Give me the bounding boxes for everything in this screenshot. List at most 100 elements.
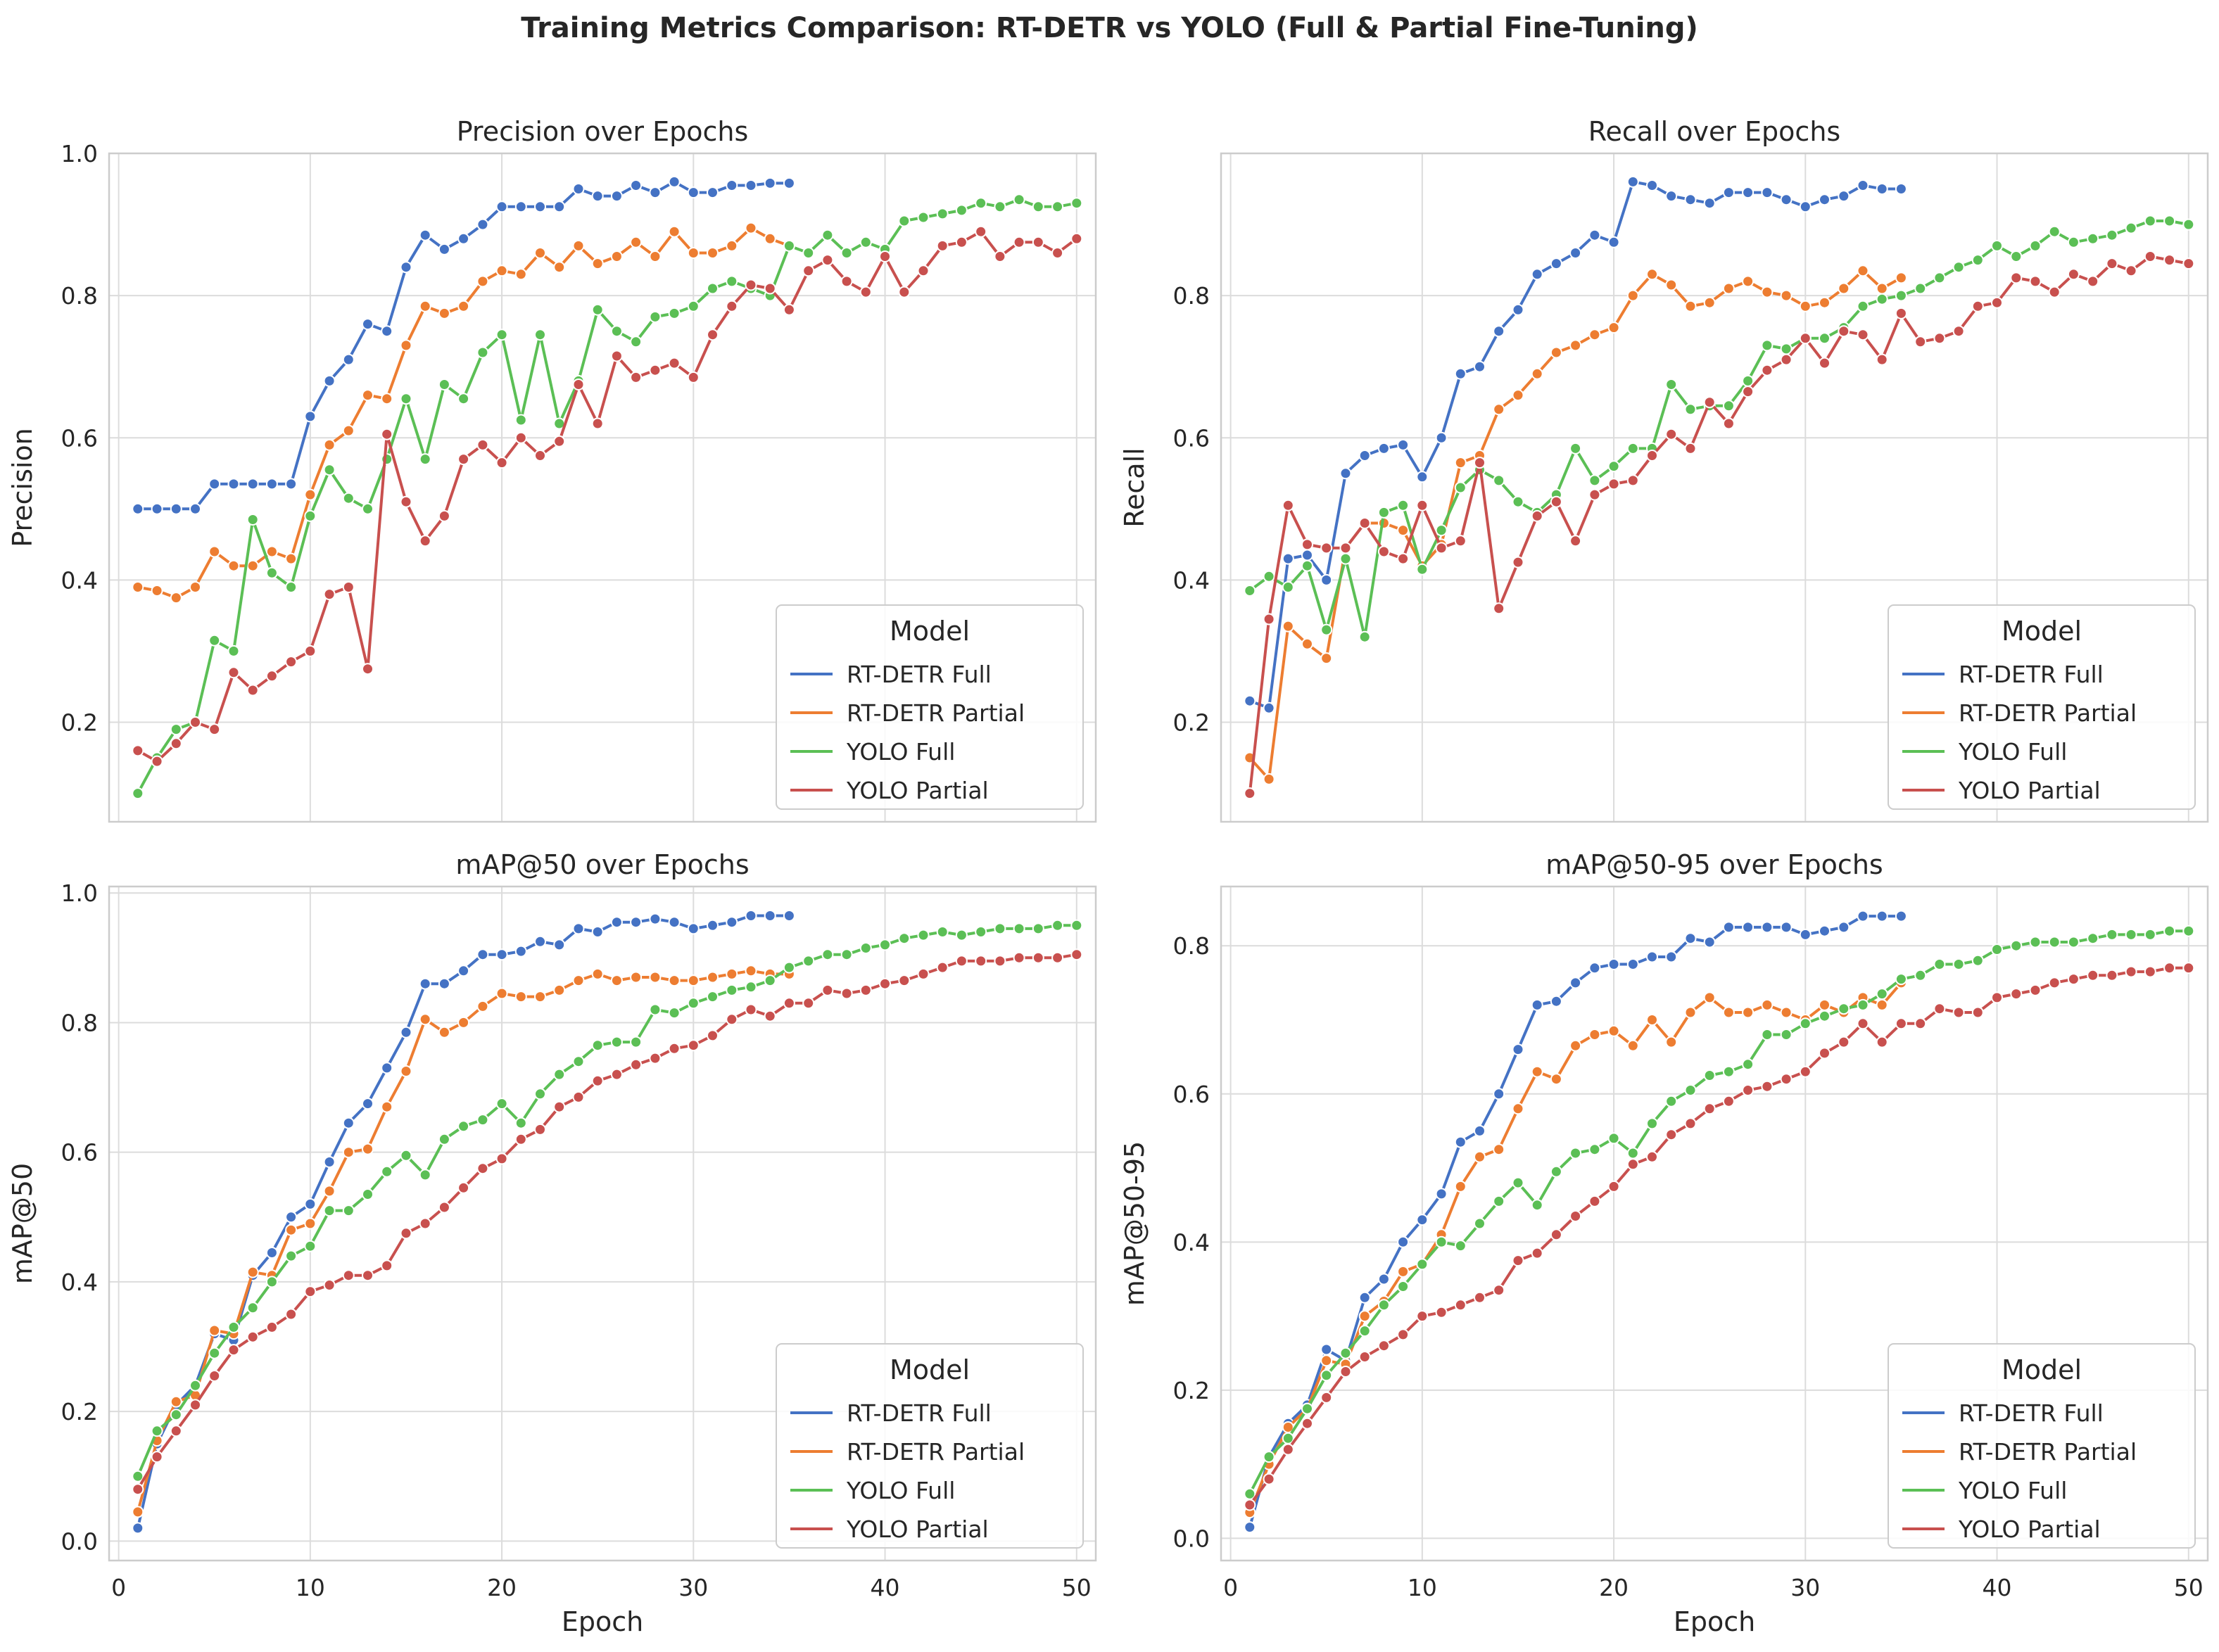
data-point xyxy=(1971,300,1984,312)
data-point xyxy=(764,974,776,987)
data-point xyxy=(457,1016,470,1029)
y-tick-label: 0.4 xyxy=(61,1269,98,1296)
data-point xyxy=(1799,300,1812,312)
data-point xyxy=(304,1217,317,1230)
legend-entry: YOLO Partial xyxy=(846,777,989,804)
data-point xyxy=(1320,652,1333,665)
data-point xyxy=(1282,499,1294,512)
data-point xyxy=(955,204,968,217)
data-point xyxy=(1301,1402,1313,1415)
data-point xyxy=(1454,481,1467,494)
data-point xyxy=(285,1224,298,1236)
data-point xyxy=(419,1169,431,1181)
data-point xyxy=(1474,1124,1486,1137)
data-point xyxy=(955,929,968,941)
data-point xyxy=(1991,943,2003,955)
data-point xyxy=(1761,1029,1774,1041)
data-point xyxy=(1895,272,1907,284)
data-point xyxy=(802,247,815,259)
data-point xyxy=(994,201,1006,213)
legend: Model RT-DETR Full RT-DETR Partial YOLO Ful… xyxy=(776,1343,1084,1549)
subplot-title: mAP@50 over Epochs xyxy=(455,849,749,880)
data-point xyxy=(438,977,450,990)
data-point xyxy=(687,186,700,199)
data-point xyxy=(1263,701,1275,714)
data-point xyxy=(285,1250,298,1262)
data-point xyxy=(1626,175,1639,188)
data-point xyxy=(1320,623,1333,636)
data-point xyxy=(208,545,221,558)
data-point xyxy=(1282,620,1294,633)
data-point xyxy=(438,1026,450,1038)
data-point xyxy=(975,955,987,967)
data-point xyxy=(381,325,393,338)
data-point xyxy=(994,922,1006,935)
data-point xyxy=(1493,602,1505,615)
data-point xyxy=(438,509,450,522)
data-point xyxy=(342,1146,355,1159)
data-point xyxy=(1684,1117,1697,1130)
data-point xyxy=(1569,247,1582,259)
data-point xyxy=(1051,201,1064,213)
series-yolo-partial xyxy=(132,225,1083,768)
subplot-title: mAP@50-95 over Epochs xyxy=(1545,849,1883,880)
data-point xyxy=(1397,1265,1410,1278)
data-point xyxy=(936,961,949,974)
data-point xyxy=(285,552,298,565)
data-point xyxy=(1742,275,1755,288)
data-point xyxy=(1454,1299,1467,1311)
data-point xyxy=(1607,1180,1620,1193)
data-point xyxy=(840,948,853,961)
data-point xyxy=(1550,1228,1562,1241)
y-tick-label: 0.6 xyxy=(1173,1081,1210,1108)
data-point xyxy=(1588,1029,1601,1041)
series-yolo-full xyxy=(132,919,1083,1482)
data-point xyxy=(132,1483,144,1496)
data-point xyxy=(1742,386,1755,398)
data-point xyxy=(630,179,643,191)
data-point xyxy=(132,787,144,800)
data-point xyxy=(1684,403,1697,416)
data-point xyxy=(1799,1017,1812,1030)
data-point xyxy=(265,1321,278,1333)
data-point xyxy=(246,559,259,572)
legend-box xyxy=(776,1343,1084,1549)
data-point xyxy=(1684,442,1697,455)
data-point xyxy=(1013,193,1025,206)
data-point xyxy=(534,1088,546,1100)
data-point xyxy=(362,318,374,331)
data-point xyxy=(1626,289,1639,302)
y-tick-label: 0.2 xyxy=(1173,709,1210,737)
series-rt-detr-full xyxy=(1244,175,1907,714)
data-point xyxy=(1838,1003,1850,1015)
data-point xyxy=(553,435,566,447)
data-point xyxy=(2125,222,2137,234)
data-point xyxy=(1703,296,1716,309)
data-point xyxy=(1819,296,1831,309)
data-point xyxy=(745,279,757,291)
data-point xyxy=(170,1395,182,1408)
data-point xyxy=(1819,193,1831,206)
y-axis-label: Recall xyxy=(1119,447,1150,527)
data-point xyxy=(1550,346,1562,359)
data-point xyxy=(381,393,393,405)
data-point xyxy=(1282,1443,1294,1456)
legend-box xyxy=(776,604,1084,810)
data-point xyxy=(630,971,643,984)
data-point xyxy=(1626,958,1639,970)
legend-box xyxy=(1888,604,2196,810)
data-point xyxy=(630,1036,643,1048)
data-point xyxy=(726,916,738,929)
series-yolo-full xyxy=(132,193,1083,800)
data-point xyxy=(1263,773,1275,785)
legend-entry: RT-DETR Partial xyxy=(847,699,1025,727)
data-point xyxy=(323,588,336,601)
data-point xyxy=(1722,282,1735,295)
data-point xyxy=(936,208,949,220)
data-point xyxy=(1971,954,1984,967)
data-point xyxy=(1684,193,1697,206)
data-point xyxy=(419,1217,431,1230)
data-point xyxy=(208,1347,221,1359)
data-point xyxy=(1070,232,1083,245)
data-point xyxy=(1550,258,1562,270)
